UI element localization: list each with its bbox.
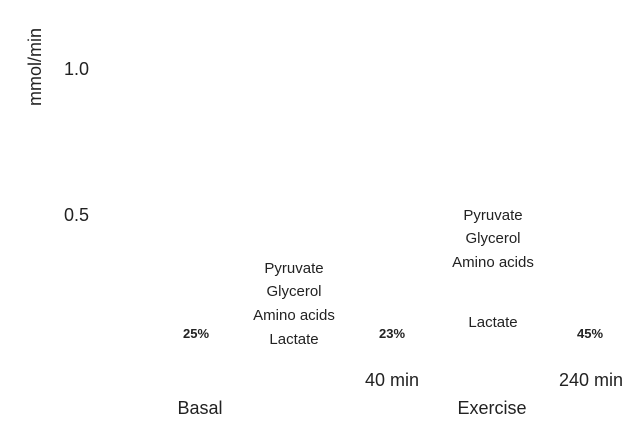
y-tick-label-0-5: 0.5 [64, 205, 89, 225]
segment-label-240-pyruvate: Pyruvate [463, 207, 522, 224]
segment-label-40-pyruvate: Pyruvate [264, 260, 323, 277]
segment-label-240-amino-acids: Amino acids [452, 254, 534, 271]
segment-label-240-lactate: Lactate [468, 314, 517, 331]
segment-label-40-lactate: Lactate [269, 331, 318, 348]
percent-label-basal: 25% [183, 326, 209, 341]
y-tick-label-1-0: 1.0 [64, 59, 89, 79]
category-label-exercise: Exercise [457, 398, 526, 418]
bar-label-240-min: 240 min [559, 370, 623, 390]
segment-label-240-glycerol: Glycerol [465, 230, 520, 247]
y-axis-label: mmol/min [25, 28, 45, 106]
percent-label-240-min: 45% [577, 326, 603, 341]
category-label-basal: Basal [177, 398, 222, 418]
segment-label-40-amino-acids: Amino acids [253, 307, 335, 324]
segment-label-40-glycerol: Glycerol [266, 283, 321, 300]
bar-label-40-min: 40 min [365, 370, 419, 390]
percent-label-40-min: 23% [379, 326, 405, 341]
